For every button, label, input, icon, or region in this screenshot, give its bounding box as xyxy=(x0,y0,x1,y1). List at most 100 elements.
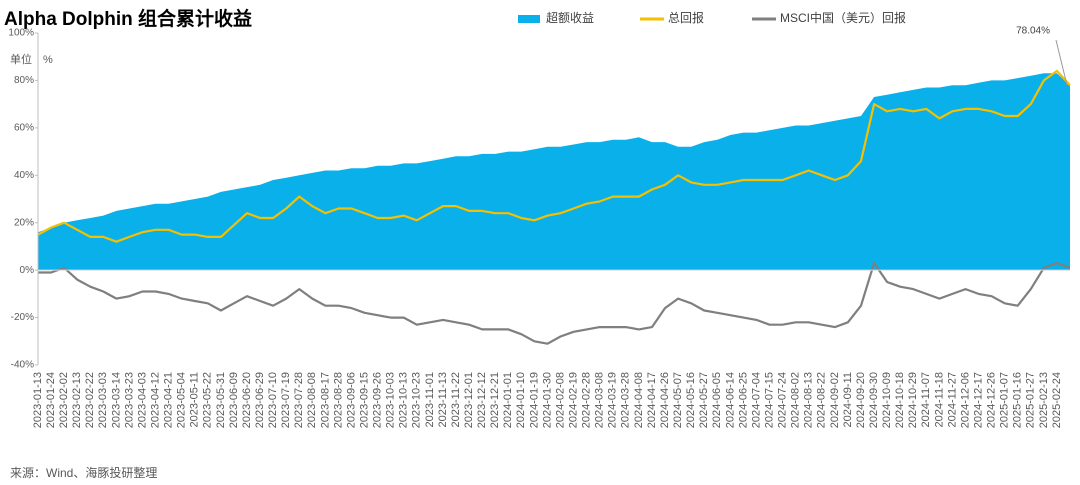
x-tick-label: 2024-09-02 xyxy=(829,372,841,428)
x-tick-label: 2024-01-01 xyxy=(502,372,514,428)
x-tick-label: 2023-09-15 xyxy=(359,372,371,428)
x-tick-label: 2024-08-02 xyxy=(790,372,802,428)
x-tick-label: 2023-06-20 xyxy=(241,372,253,428)
x-tick-label: 2023-12-01 xyxy=(463,372,475,428)
x-tick-label: 2023-04-03 xyxy=(136,372,148,428)
legend-swatch xyxy=(518,15,540,23)
x-tick-label: 2023-06-29 xyxy=(254,372,266,428)
x-tick-label: 2023-06-09 xyxy=(228,372,240,428)
x-tick-label: 2023-10-23 xyxy=(411,372,423,428)
x-tick-label: 2024-02-28 xyxy=(581,372,593,428)
y-unit: 单位 % xyxy=(10,52,53,66)
x-tick-label: 2024-11-07 xyxy=(920,372,932,427)
y-tick-label: 100% xyxy=(8,28,34,39)
x-tick-label: 2023-07-10 xyxy=(267,372,279,428)
x-tick-label: 2024-04-17 xyxy=(646,372,658,428)
x-tick-label: 2024-11-27 xyxy=(946,372,958,427)
x-tick-label: 2023-09-06 xyxy=(345,372,357,428)
line xyxy=(37,69,1071,243)
x-tick-label: 2024-10-09 xyxy=(881,372,893,428)
x-tick-label: 2023-04-12 xyxy=(150,372,162,428)
x-tick-label: 2023-01-24 xyxy=(45,372,57,428)
x-tick-label: 2023-05-04 xyxy=(176,372,188,428)
x-tick-label: 2024-01-10 xyxy=(515,372,527,428)
y-tick-label: -20% xyxy=(11,312,34,323)
x-tick-label: 2023-11-13 xyxy=(437,372,449,427)
x-tick-label: 2023-07-28 xyxy=(293,372,305,428)
x-tick-label: 2023-08-17 xyxy=(319,372,331,428)
x-tick-label: 2024-03-08 xyxy=(594,372,606,428)
x-tick-label: 2023-12-12 xyxy=(476,372,488,428)
x-tick-label: 2025-01-27 xyxy=(1025,372,1037,428)
x-tick-label: 2024-08-22 xyxy=(816,372,828,428)
x-tick-label: 2024-12-06 xyxy=(959,372,971,428)
x-tick-label: 2024-02-08 xyxy=(554,372,566,428)
x-tick-label: 2024-05-27 xyxy=(698,372,710,428)
x-tick-label: 2023-02-02 xyxy=(58,372,70,428)
x-tick-label: 2023-03-03 xyxy=(97,372,109,428)
x-tick-label: 2023-03-23 xyxy=(123,372,135,428)
chart-title: Alpha Dolphin 组合累计收益 xyxy=(4,7,252,30)
x-tick-label: 2023-05-22 xyxy=(202,372,214,428)
legend-label: MSCI中国（美元）回报 xyxy=(780,10,906,25)
x-tick-label: 2025-02-13 xyxy=(1038,372,1050,428)
x-tick-label: 2024-05-07 xyxy=(672,372,684,428)
x-tick-label: 2023-12-21 xyxy=(489,372,501,428)
x-tick-label: 2024-08-13 xyxy=(803,372,815,428)
y-tick-label: 40% xyxy=(14,170,34,181)
x-tick-label: 2024-06-25 xyxy=(737,372,749,428)
x-tick-label: 2023-11-22 xyxy=(450,372,462,427)
y-tick-label: 80% xyxy=(14,75,34,86)
legend-label: 超额收益 xyxy=(546,10,594,25)
x-tick-label: 2025-01-16 xyxy=(1012,372,1024,428)
x-tick-label: 2024-03-19 xyxy=(607,372,619,428)
x-tick-label: 2023-02-22 xyxy=(84,372,96,428)
x-tick-label: 2023-05-11 xyxy=(189,372,201,427)
x-tick-label: 2024-04-08 xyxy=(633,372,645,428)
x-tick-label: 2024-02-19 xyxy=(568,372,580,428)
y-tick-label: 20% xyxy=(14,217,34,228)
annotation-leader xyxy=(1055,39,1068,86)
x-tick-label: 2023-08-08 xyxy=(306,372,318,428)
x-tick-label: 2024-09-11 xyxy=(842,372,854,427)
x-tick-label: 2024-07-15 xyxy=(763,372,775,428)
x-tick-label: 2023-04-21 xyxy=(163,372,175,428)
y-tick-label: 60% xyxy=(14,122,34,133)
y-tick-label: 0% xyxy=(20,265,35,276)
x-tick-label: 2024-10-18 xyxy=(894,372,906,428)
source: 来源：Wind、海豚投研整理 xyxy=(10,465,157,480)
x-tick-label: 2025-01-07 xyxy=(999,372,1011,428)
x-tick-label: 2024-09-20 xyxy=(855,372,867,428)
line xyxy=(38,261,1071,345)
x-tick-label: 2023-10-13 xyxy=(398,372,410,428)
x-tick-label: 2024-04-26 xyxy=(659,372,671,428)
x-tick-label: 2024-01-30 xyxy=(541,372,553,428)
x-tick-label: 2024-06-14 xyxy=(724,372,736,428)
x-tick-label: 2023-11-01 xyxy=(424,372,436,427)
x-tick-label: 2023-01-13 xyxy=(32,372,44,428)
x-tick-label: 2024-10-29 xyxy=(907,372,919,428)
x-tick-label: 2024-01-19 xyxy=(528,372,540,428)
x-tick-label: 2024-07-04 xyxy=(750,372,762,428)
x-tick-label: 2024-06-05 xyxy=(711,372,723,428)
x-tick-label: 2024-07-24 xyxy=(777,372,789,428)
x-tick-label: 2024-05-16 xyxy=(685,372,697,428)
x-tick-label: 2023-05-31 xyxy=(215,372,227,428)
x-tick-label: 2024-12-26 xyxy=(986,372,998,428)
x-tick-label: 2025-02-24 xyxy=(1051,372,1063,428)
area xyxy=(38,73,1070,271)
x-tick-label: 2024-12-17 xyxy=(973,372,985,428)
annotation-label: 78.04% xyxy=(1016,26,1050,37)
x-tick-label: 2023-08-28 xyxy=(332,372,344,428)
x-tick-label: 2023-02-13 xyxy=(71,372,83,428)
y-tick-label: -40% xyxy=(11,360,34,371)
x-tick-label: 2024-03-28 xyxy=(620,372,632,428)
x-tick-label: 2024-09-30 xyxy=(868,372,880,428)
x-tick-label: 2023-03-14 xyxy=(110,372,122,428)
x-tick-label: 2023-10-03 xyxy=(385,372,397,428)
x-tick-label: 2024-11-18 xyxy=(933,372,945,427)
legend-label: 总回报 xyxy=(668,10,704,25)
x-tick-label: 2023-07-19 xyxy=(280,372,292,428)
x-tick-label: 2023-09-26 xyxy=(372,372,384,428)
